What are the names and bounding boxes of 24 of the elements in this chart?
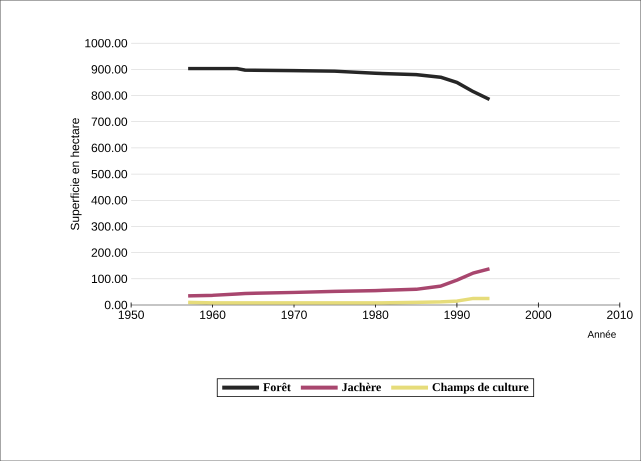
y-tick-label: 600.00 <box>92 144 128 152</box>
y-tick-label: 400.00 <box>91 196 128 204</box>
y-tick-label: 200.00 <box>92 248 128 257</box>
y-tick-label: 300.00 <box>92 222 128 231</box>
y-tick-label: 900.00 <box>92 65 128 74</box>
y-tick-label: 800.00 <box>92 91 128 100</box>
y-tick-label: 0.00 <box>104 300 128 310</box>
x-tick-label: 2010 <box>607 310 633 319</box>
x-tick-label: 1970 <box>282 310 307 319</box>
y-tick-label: 700.00 <box>92 117 128 126</box>
x-tick-label: 1980 <box>363 310 388 319</box>
x-tick-label: 1950 <box>118 310 144 319</box>
x-tick-label: 2000 <box>526 310 552 319</box>
line-series <box>186 267 492 298</box>
y-tick-label: 100.00 <box>92 274 128 283</box>
legend-label: Forêt <box>263 382 291 392</box>
x-axis-title: Année <box>588 330 616 338</box>
y-tick-label: 1000.00 <box>85 38 128 48</box>
x-tick-label: 1990 <box>444 310 470 319</box>
legend-label: Jachère <box>342 382 381 392</box>
y-tick-label: 500.00 <box>92 170 128 178</box>
legend-label: Champs de culture <box>432 382 528 394</box>
x-tick-label: 1960 <box>200 310 226 319</box>
y-axis-title: Superficie en hectare <box>70 118 82 230</box>
